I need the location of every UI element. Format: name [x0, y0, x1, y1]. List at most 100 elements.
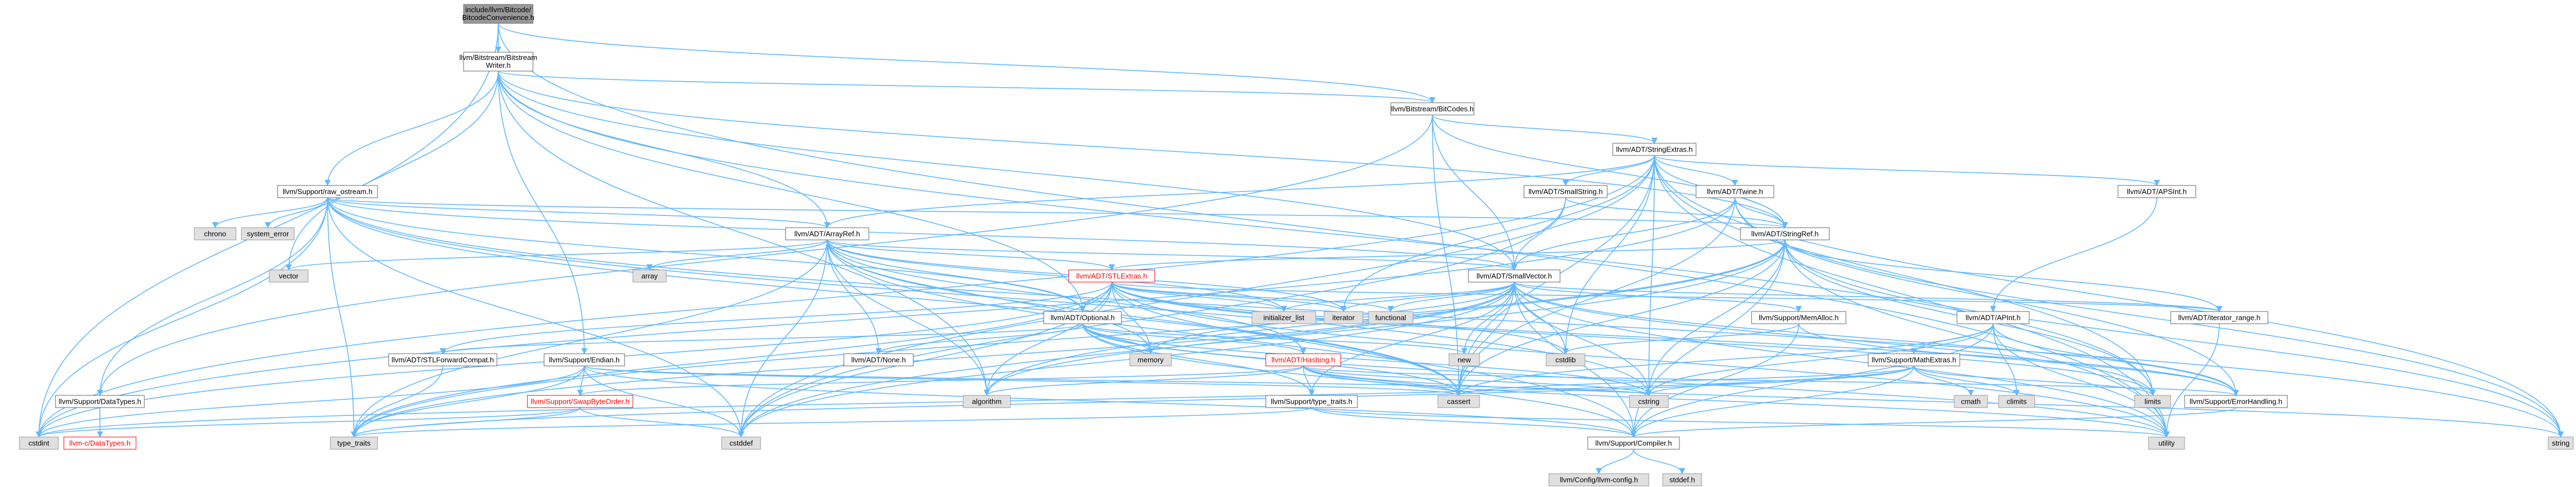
node-cstdlib: cstdlib	[1546, 353, 1586, 366]
node-stlforward[interactable]: llvm/ADT/STLForwardCompat.h	[388, 353, 497, 366]
edge-stlextras-to-initializer_list	[1111, 282, 1287, 313]
node-stlextras[interactable]: llvm/ADT/STLExtras.h	[1068, 269, 1155, 283]
edge-arrayref-to-smallvector	[827, 239, 1517, 271]
edge-swapbyteorder-to-cstddef	[580, 407, 744, 438]
node-datatypes[interactable]: llvm/Support/DataTypes.h	[55, 395, 145, 408]
edge-stringextras-to-cstdlib	[1562, 155, 1655, 355]
node-label: llvm/Support/Endian.h	[549, 356, 620, 364]
node-twine[interactable]: llvm/ADT/Twine.h	[1695, 185, 1774, 198]
node-memory: memory	[1129, 353, 1172, 366]
edge-mathextras-to-cmath	[1913, 365, 1974, 396]
node-label: type_traits	[338, 439, 371, 448]
node-bitcodes[interactable]: llvm/Bitstream/BitCodes.h	[1390, 102, 1475, 116]
node-errorhandling[interactable]: llvm/Support/ErrorHandling.h	[2184, 395, 2288, 408]
edge-stlextras-to-algorithm	[983, 282, 1113, 396]
node-label: llvm/Bitstream/Bitstream Writer.h	[459, 53, 537, 69]
node-compiler[interactable]: llvm/Support/Compiler.h	[1587, 436, 1680, 450]
edge-stringextras-to-limits	[1654, 155, 2156, 396]
node-label: cstddef	[729, 439, 753, 448]
edge-hashing-to-cstring	[1302, 365, 1652, 396]
edge-stringextras-to-cstring	[1646, 155, 1655, 396]
node-stddef: stddef.h	[1662, 473, 1702, 486]
node-label: chrono	[204, 230, 227, 238]
edge-apint-to-climits	[1993, 323, 2020, 396]
edge-raw_ostream-to-chrono	[212, 197, 328, 229]
node-cstring: cstring	[1629, 395, 1669, 408]
edge-writer-to-limits	[497, 71, 2156, 396]
edge-optional-to-none	[876, 323, 1083, 355]
node-iterator-range[interactable]: llvm/ADT/iterator_range.h	[2170, 311, 2268, 324]
edge-hashing-to-errorhandling	[1302, 365, 2239, 396]
edge-type_traits_h-to-type_traits	[351, 407, 1312, 438]
node-label: memory	[1138, 356, 1164, 364]
edge-swapbyteorder-to-cstdint	[36, 407, 581, 438]
edge-twine-to-smallvector	[1511, 197, 1735, 271]
node-hashing[interactable]: llvm/ADT/Hashing.h	[1265, 353, 1341, 366]
node-raw-ostream[interactable]: llvm/Support/raw_ostream.h	[277, 185, 378, 198]
node-label: cassert	[1447, 398, 1471, 406]
edge-writer-to-raw_ostream	[324, 71, 499, 187]
node-label: system_error	[247, 230, 290, 238]
edge-twine-to-string	[1734, 197, 2564, 438]
edge-apint-to-cstring	[1646, 323, 1994, 396]
node-type-traits: type_traits	[330, 436, 378, 450]
edge-arrayref-to-algorithm	[827, 239, 990, 396]
edge-stringref-to-string	[1784, 239, 2564, 438]
edge-hashing-to-swapbyteorder	[577, 365, 1304, 396]
edge-stlextras-to-iterator	[1111, 282, 1347, 313]
edge-writer-to-endian	[497, 71, 588, 355]
edge-smallvector-to-cassert	[1455, 282, 1515, 396]
node-label: llvm/ADT/iterator_range.h	[2178, 314, 2260, 322]
edge-writer-to-smallvector	[497, 71, 1517, 271]
edge-twine-to-stringref	[1734, 197, 1788, 229]
edge-stringref-to-cstring	[1646, 239, 1785, 396]
edge-mathextras-to-limits	[1913, 365, 2156, 396]
node-apint[interactable]: llvm/ADT/APInt.h	[1956, 311, 2030, 324]
edge-compiler-to-config	[1596, 449, 1634, 475]
edge-raw_ostream-to-cstdint	[36, 197, 328, 438]
node-cassert: cassert	[1437, 395, 1480, 408]
node-swapbyteorder[interactable]: llvm/Support/SwapByteOrder.h	[527, 395, 633, 408]
node-label: llvm/ADT/APInt.h	[1966, 314, 2021, 322]
node-label: climits	[2006, 398, 2027, 406]
edge-raw_ostream-to-cstddef	[327, 197, 744, 438]
edge-hashing-to-string	[1302, 365, 2564, 438]
edge-raw_ostream-to-string	[327, 197, 2564, 438]
node-label: stddef.h	[1669, 476, 1695, 484]
edge-smallstring-to-stringref	[1565, 197, 1788, 229]
node-type-traits-h[interactable]: llvm/Support/type_traits.h	[1265, 395, 1358, 408]
node-stringextras[interactable]: llvm/ADT/StringExtras.h	[1612, 143, 1697, 156]
edge-optional-to-memory	[1082, 323, 1154, 355]
node-label: string	[2552, 439, 2570, 448]
node-stringref[interactable]: llvm/ADT/StringRef.h	[1740, 227, 1830, 240]
edge-smallvector-to-limits	[1513, 282, 2156, 396]
node-convenience[interactable]: include/llvm/Bitcode/BitcodeConvenience.…	[462, 4, 535, 24]
node-endian[interactable]: llvm/Support/Endian.h	[544, 353, 625, 366]
edge-mathextras-to-compiler	[1630, 365, 1915, 438]
node-optional[interactable]: llvm/ADT/Optional.h	[1043, 311, 1122, 324]
edge-bitcodes-to-smallvector	[1432, 114, 1518, 271]
edge-stringextras-to-iterator	[1340, 155, 1655, 313]
edge-bitcodes-to-stringref	[1432, 114, 1788, 229]
node-memalloc[interactable]: llvm/Support/MemAlloc.h	[1751, 311, 1847, 324]
node-writer[interactable]: llvm/Bitstream/Bitstream Writer.h	[459, 52, 537, 72]
node-mathextras[interactable]: llvm/Support/MathExtras.h	[1868, 353, 1960, 366]
edge-stlextras-to-functional	[1111, 282, 1394, 313]
node-label: functional	[1375, 314, 1406, 322]
node-smallstring[interactable]: llvm/ADT/SmallString.h	[1523, 185, 1608, 198]
node-apsint[interactable]: llvm/ADT/APSInt.h	[2117, 185, 2196, 198]
node-label: llvm/Support/type_traits.h	[1271, 398, 1352, 406]
edge-type_traits_h-to-utility	[1311, 407, 2170, 438]
node-label: llvm/Support/MathExtras.h	[1871, 356, 1956, 364]
node-string: string	[2548, 436, 2574, 450]
node-system-error: system_error	[241, 227, 295, 240]
node-arrayref[interactable]: llvm/ADT/ArrayRef.h	[785, 227, 869, 240]
edge-stringextras-to-cstddef	[738, 155, 1655, 438]
node-smallvector[interactable]: llvm/ADT/SmallVector.h	[1468, 269, 1561, 283]
edge-smallvector-to-errorhandling	[1513, 282, 2239, 396]
node-none[interactable]: llvm/ADT/None.h	[843, 353, 914, 366]
node-c-datatypes[interactable]: llvm-c/DataTypes.h	[63, 436, 137, 450]
node-label: include/llvm/Bitcode/BitcodeConvenience.…	[462, 6, 534, 22]
edge-smallstring-to-cstddef	[738, 197, 1566, 438]
node-label: llvm/Support/Compiler.h	[1596, 439, 1672, 448]
